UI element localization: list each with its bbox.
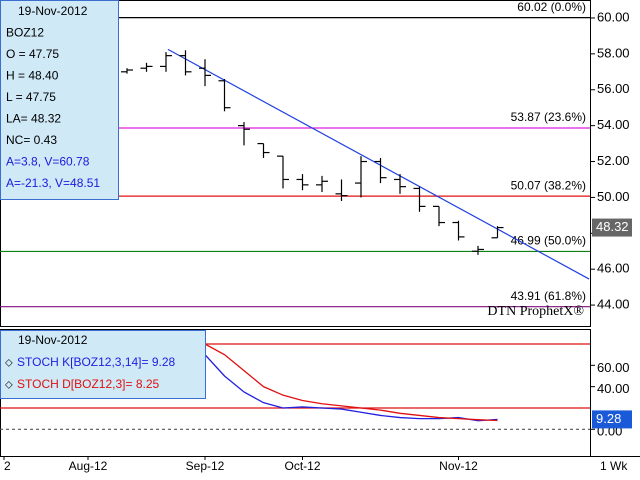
y-tick-label: 56.00	[597, 81, 630, 96]
info-line: O = 47.75	[6, 47, 59, 61]
fib-label: 53.87 (23.6%)	[511, 110, 586, 124]
y-tick-label: 54.00	[597, 117, 630, 132]
fib-label: 46.99 (50.0%)	[511, 234, 586, 248]
last-price-box	[592, 218, 632, 237]
last-value: 9.28	[596, 411, 621, 426]
fib-label: 50.07 (38.2%)	[511, 178, 586, 192]
legend-entry: STOCH D[BOZ12,3]= 8.25	[17, 377, 159, 391]
x-tick-label: Nov-12	[439, 459, 478, 473]
interval-label: 1 Wk	[600, 459, 628, 473]
y-tick-label: 44.00	[597, 297, 630, 312]
fib-label: 43.91 (61.8%)	[511, 289, 586, 303]
watermark: DTN ProphetX®	[487, 304, 584, 319]
legend-bullet: ◇	[5, 358, 13, 369]
y-tick-label: 40.00	[597, 381, 630, 396]
info-line: L = 47.75	[6, 90, 56, 104]
info-line: BOZ12	[6, 26, 44, 40]
last-value-box	[592, 410, 632, 429]
info-line: NC= 0.43	[6, 133, 57, 147]
x-tick-label: Sep-12	[186, 459, 225, 473]
x-tick-label: Oct-12	[284, 459, 320, 473]
y-tick-label: 60.00	[597, 360, 630, 375]
info-line: A=-21.3, V=48.51	[6, 176, 100, 190]
x-tick-label: 2	[4, 459, 11, 473]
fib-label: 60.02 (0.0%)	[517, 0, 586, 14]
stoch-date: 19-Nov-2012	[18, 333, 88, 347]
y-tick-label: 52.00	[597, 153, 630, 168]
y-tick-label: 50.00	[597, 189, 630, 204]
info-line: A=3.8, V=60.78	[6, 155, 90, 169]
info-line: 19-Nov-2012	[18, 4, 88, 18]
legend-box	[0, 330, 206, 399]
trendline	[167, 48, 590, 280]
legend-entry: STOCH K[BOZ12,3,14]= 9.28	[17, 355, 176, 369]
last-price: 48.32	[596, 219, 629, 234]
y-tick-label: 46.00	[597, 261, 630, 276]
y-tick-label: 60.00	[597, 9, 630, 24]
y-tick-label: 58.00	[597, 45, 630, 60]
legend-bullet: ◇	[5, 380, 13, 391]
x-tick-label: Aug-12	[69, 459, 108, 473]
info-box	[0, 0, 119, 200]
info-line: H = 48.40	[6, 69, 59, 83]
info-line: LA= 48.32	[6, 112, 61, 126]
